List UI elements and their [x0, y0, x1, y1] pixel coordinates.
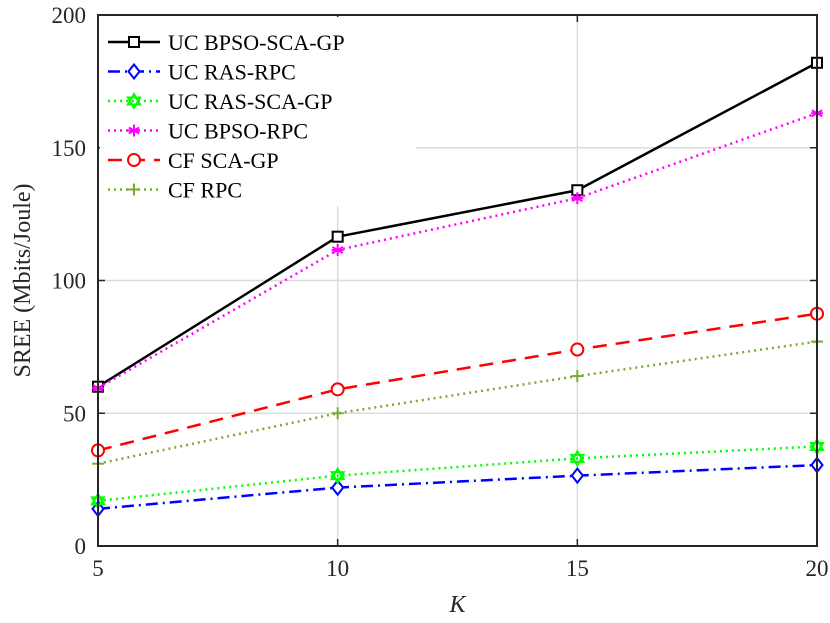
legend-marker — [128, 36, 140, 48]
data-point — [569, 449, 586, 468]
data-point — [330, 478, 345, 497]
legend-marker — [127, 62, 141, 81]
legend-label: UC RAS-SCA-GP — [168, 89, 332, 114]
legend-item: UC BPSO-SCA-GP — [108, 30, 345, 55]
x-tick-label: 5 — [92, 556, 104, 581]
series-line — [97, 312, 818, 452]
x-tick-label: 20 — [806, 556, 829, 581]
series-line — [97, 463, 818, 511]
legend-item: CF RPC — [108, 178, 242, 203]
legend-item: CF SCA-GP — [108, 148, 279, 173]
legend-marker — [126, 91, 142, 111]
data-point — [570, 342, 585, 357]
series-line — [97, 445, 818, 503]
y-tick-label: 100 — [52, 269, 87, 294]
data-point — [329, 466, 346, 485]
x-axis-label: K — [448, 592, 467, 618]
legend-box — [100, 17, 416, 206]
data-point — [571, 192, 584, 205]
series-line — [97, 112, 818, 390]
series-line — [97, 61, 818, 388]
legend-label: UC BPSO-RPC — [168, 119, 308, 144]
legend-label: UC RAS-RPC — [168, 60, 296, 85]
data-point — [331, 243, 344, 256]
legend-label: UC BPSO-SCA-GP — [168, 30, 345, 55]
y-tick-label: 200 — [52, 3, 87, 28]
series-cf-sca-gp — [91, 306, 824, 458]
y-tick-label: 0 — [75, 534, 87, 559]
series-uc-ras-sca-gp — [90, 437, 825, 510]
series-line — [97, 340, 818, 465]
y-tick-label: 150 — [52, 136, 87, 161]
x-tick-label: 15 — [566, 556, 589, 581]
legend-item: UC RAS-RPC — [108, 60, 296, 85]
y-axis-label: SREE (Mbits/Joule) — [10, 183, 36, 377]
series-layer — [90, 56, 825, 518]
legend-item: UC RAS-SCA-GP — [108, 89, 332, 114]
series-cf-rpc — [92, 335, 823, 470]
data-point — [570, 467, 585, 485]
data-point — [571, 370, 584, 383]
legend-marker — [128, 183, 140, 196]
data-point — [330, 382, 345, 397]
legend-item: UC BPSO-RPC — [108, 119, 308, 144]
legend-marker — [127, 153, 141, 167]
legend-label: CF SCA-GP — [168, 148, 279, 173]
data-point — [331, 230, 344, 243]
data-point — [331, 407, 344, 420]
y-tick-label: 50 — [63, 401, 86, 426]
x-tick-label: 10 — [326, 556, 349, 581]
legend: UC BPSO-SCA-GP UC RAS-RPC UC RAS-SCA-GP UC … — [100, 17, 416, 206]
legend-label: CF RPC — [168, 178, 242, 203]
legend-marker — [128, 124, 140, 137]
